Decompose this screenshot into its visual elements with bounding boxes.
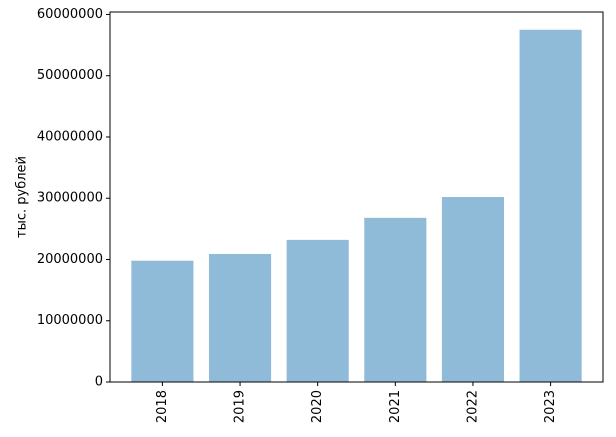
bar xyxy=(131,260,194,382)
y-axis-label: тыс. рублей xyxy=(15,156,30,238)
axes-frame xyxy=(109,11,604,383)
x-tick-label: 2018 xyxy=(155,390,170,423)
y-tick-label: 0 xyxy=(95,375,103,390)
x-tick-label: 2019 xyxy=(233,390,248,423)
bar xyxy=(364,217,427,382)
x-tick-label: 2021 xyxy=(388,390,403,423)
x-tick-label: 2022 xyxy=(465,390,480,423)
x-tick-label: 2023 xyxy=(543,390,558,423)
bar xyxy=(286,239,349,382)
y-tick-label: 40000000 xyxy=(37,129,103,144)
x-tick-label: 2020 xyxy=(310,390,325,423)
y-tick-label: 60000000 xyxy=(37,7,103,22)
bar xyxy=(519,29,582,383)
bar xyxy=(441,197,505,382)
y-tick-label: 20000000 xyxy=(37,252,103,267)
y-tick-label: 50000000 xyxy=(37,68,103,83)
y-tick-label: 10000000 xyxy=(37,313,103,328)
y-tick-label: 30000000 xyxy=(37,191,103,206)
bar xyxy=(208,253,272,382)
